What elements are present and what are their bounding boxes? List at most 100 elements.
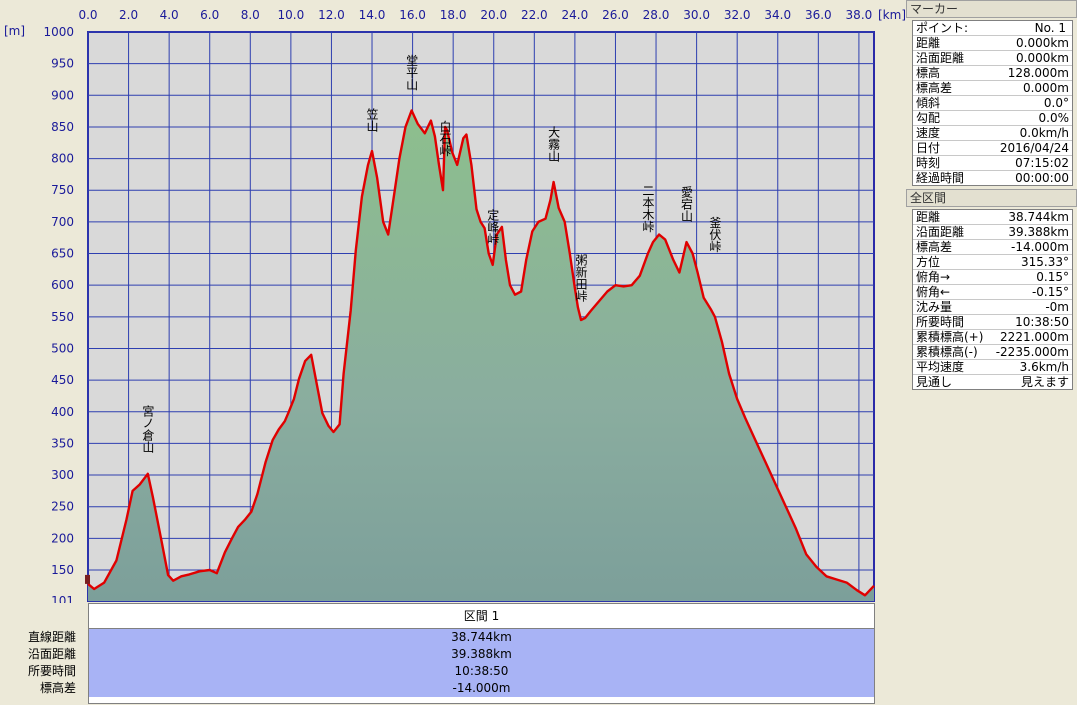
elevation-line	[87, 109, 875, 597]
info-key: ポイント:	[916, 21, 969, 35]
x-tick-label: 30.0	[683, 8, 710, 22]
peak-label: 笠山	[365, 107, 379, 132]
info-key: 沈み量	[916, 300, 953, 314]
summary-section: 直線距離 沿面距離 所要時間 標高差 区間 1 38.744km 39.388k…	[0, 603, 876, 704]
summary-label: 直線距離	[27, 630, 76, 644]
section-panel-title[interactable]: 全区間	[906, 189, 1077, 207]
info-row: 所要時間 10:38:50	[913, 315, 1072, 330]
y-tick-label: 650	[51, 247, 74, 261]
info-value: -0.15°	[1031, 285, 1069, 299]
x-tick-label: 0.0	[78, 8, 97, 22]
x-tick-label: 26.0	[602, 8, 629, 22]
x-unit-label: [km]	[878, 8, 905, 22]
peak-label: 二本木峠	[641, 185, 655, 233]
info-key: 日付	[916, 141, 941, 155]
elevation-chart[interactable]: 1000 950 900 850 800 750 700 650 600 550 500 450 400…	[0, 0, 905, 603]
info-value: 0.0%	[1038, 111, 1070, 125]
marker-table: ポイント: No. 1 距離 0.000km 沿面距離 0.000km 標高 128.000m…	[912, 20, 1073, 186]
x-tick-label: 24.0	[562, 8, 589, 22]
y-tick-label: 400	[51, 405, 74, 419]
info-value: 00:00:00	[1015, 171, 1069, 185]
peak-label: 白石峠	[438, 119, 452, 156]
info-row: 見通し 見えます	[913, 375, 1072, 389]
x-tick-label: 34.0	[764, 8, 791, 22]
info-value: 10:38:50	[1015, 315, 1069, 329]
y-tick-label: 101	[51, 594, 74, 603]
summary-label: 標高差	[39, 681, 76, 695]
peak-label: 愛宕山	[679, 186, 693, 222]
info-key: 速度	[916, 126, 941, 140]
peak-label: 堂平山	[405, 54, 419, 90]
marker-panel-title[interactable]: マーカー	[906, 0, 1077, 18]
x-tick-label: 12.0	[318, 8, 345, 22]
info-key: 平均速度	[916, 360, 965, 374]
x-tick-label: 18.0	[440, 8, 467, 22]
info-key: 累積標高(+)	[916, 330, 984, 344]
summary-value: -14.000m	[89, 680, 874, 697]
y-tick-label: 1000	[43, 25, 74, 39]
x-tick-label: 36.0	[805, 8, 832, 22]
y-tick-label: 800	[51, 152, 74, 166]
y-unit-label: [m]	[4, 24, 25, 38]
info-row: 累積標高(+) 2221.000m	[913, 330, 1072, 345]
info-value: 2221.000m	[1000, 330, 1069, 344]
info-key: 俯角→	[916, 270, 951, 284]
info-row: ポイント: No. 1	[913, 21, 1072, 36]
info-value: -14.000m	[1010, 240, 1069, 254]
y-tick-label: 750	[51, 183, 74, 197]
info-key: 見通し	[916, 375, 953, 389]
info-row: 速度 0.0km/h	[913, 126, 1072, 141]
info-key: 所要時間	[916, 315, 965, 329]
info-sidepanel: マーカー ポイント: No. 1 距離 0.000km 沿面距離 0.000km 標高 128…	[906, 0, 1077, 705]
info-value: 見えます	[1020, 375, 1069, 389]
summary-labels: 直線距離 沿面距離 所要時間 標高差	[0, 629, 88, 697]
info-key: 時刻	[916, 156, 941, 170]
summary-value: 39.388km	[89, 646, 874, 663]
summary-value: 10:38:50	[89, 663, 874, 680]
info-value: 3.6km/h	[1019, 360, 1069, 374]
summary-panel: 区間 1 38.744km 39.388km 10:38:50 -14.000m	[88, 603, 875, 704]
info-row: 時刻 07:15:02	[913, 156, 1072, 171]
x-tick-label: 28.0	[643, 8, 670, 22]
peak-label: 大霧山	[547, 126, 561, 162]
info-row: 標高 128.000m	[913, 66, 1072, 81]
y-tick-label: 500	[51, 341, 74, 355]
info-row: 距離 0.000km	[913, 36, 1072, 51]
info-value: 07:15:02	[1015, 156, 1069, 170]
info-key: 距離	[916, 210, 941, 224]
y-tick-label: 900	[51, 88, 74, 102]
info-row: 標高差 0.000m	[913, 81, 1072, 96]
info-row: 距離 38.744km	[913, 210, 1072, 225]
y-tick-label: 550	[51, 310, 74, 324]
y-tick-label: 250	[51, 500, 74, 514]
summary-label: 所要時間	[27, 664, 76, 678]
elevation-area	[88, 110, 874, 601]
info-value: 39.388km	[1008, 225, 1069, 239]
y-tick-label: 950	[51, 57, 74, 71]
info-key: 傾斜	[916, 96, 941, 110]
summary-value: 38.744km	[89, 629, 874, 646]
info-row: 平均速度 3.6km/h	[913, 360, 1072, 375]
info-row: 標高差 -14.000m	[913, 240, 1072, 255]
info-row: 傾斜 0.0°	[913, 96, 1072, 111]
info-value: 38.744km	[1008, 210, 1069, 224]
peak-label: 宮ノ倉山	[141, 403, 155, 452]
info-row: 日付 2016/04/24	[913, 141, 1072, 156]
info-key: 標高	[916, 66, 941, 80]
info-key: 勾配	[916, 111, 941, 125]
info-row: 沈み量 -0m	[913, 300, 1072, 315]
x-tick-label: 22.0	[521, 8, 548, 22]
start-marker[interactable]	[85, 574, 90, 584]
y-tick-label: 450	[51, 373, 74, 387]
info-value: 0.000m	[1022, 81, 1069, 95]
info-row: 勾配 0.0%	[913, 111, 1072, 126]
x-tick-label: 20.0	[480, 8, 507, 22]
info-key: 沿面距離	[916, 225, 965, 239]
info-value: 315.33°	[1021, 255, 1069, 269]
section-title[interactable]: 区間 1	[89, 604, 874, 629]
y-tick-label: 600	[51, 278, 74, 292]
x-tick-label: 2.0	[119, 8, 138, 22]
x-tick-label: 8.0	[241, 8, 260, 22]
peak-label: 粥新田峠	[574, 254, 588, 302]
info-row: 累積標高(-) -2235.000m	[913, 345, 1072, 360]
